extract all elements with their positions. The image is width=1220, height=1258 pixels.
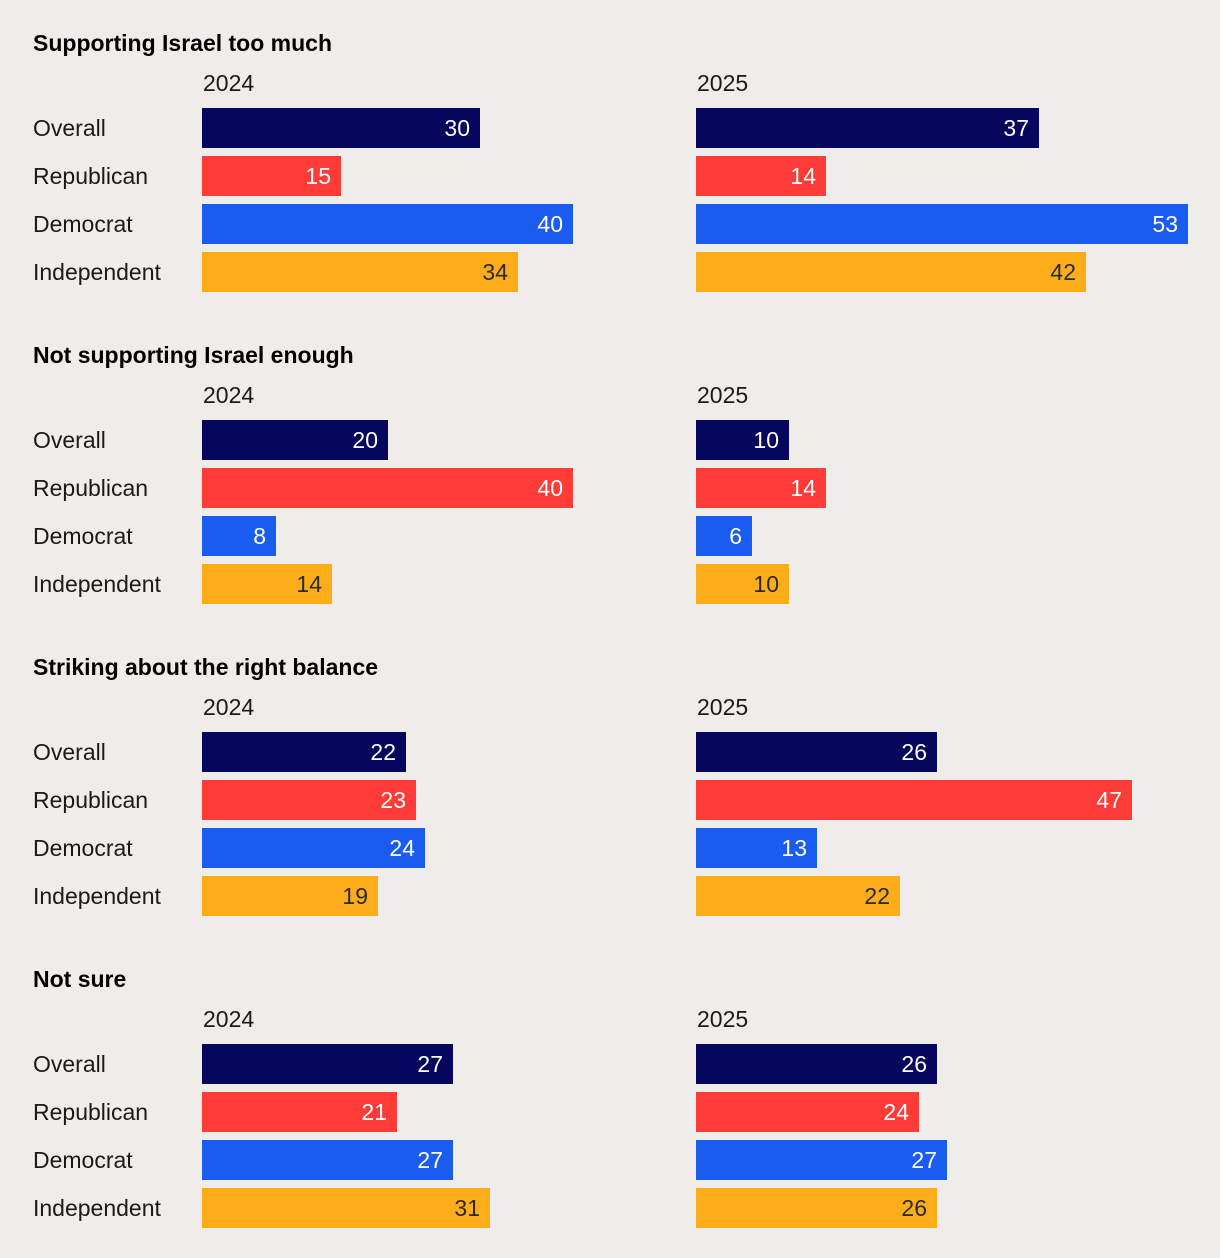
bar-value-label: 31	[454, 1195, 480, 1221]
bar-overall-2024: 22	[202, 732, 406, 772]
bar-independent-2025: 26	[696, 1188, 937, 1228]
bar-republican-2025: 14	[696, 156, 826, 196]
row-label-independent: Independent	[33, 259, 161, 285]
bar-value-label: 40	[537, 211, 563, 237]
row-label-overall: Overall	[33, 739, 106, 765]
bar-value-label: 53	[1152, 211, 1178, 237]
bar-value-label: 14	[296, 571, 322, 597]
bar-value-label: 14	[790, 475, 816, 501]
bar-independent-2025: 22	[696, 876, 900, 916]
bar-value-label: 23	[380, 787, 406, 813]
year-label-2024: 2024	[203, 1006, 255, 1032]
bar-independent-2024: 14	[202, 564, 332, 604]
panel-title: Striking about the right balance	[33, 654, 379, 680]
bar-value-label: 26	[901, 739, 927, 765]
row-label-independent: Independent	[33, 883, 161, 909]
row-label-overall: Overall	[33, 1051, 106, 1077]
bar-republican-2024: 21	[202, 1092, 397, 1132]
row-label-independent: Independent	[33, 1195, 161, 1221]
panel-title: Not supporting Israel enough	[33, 342, 354, 368]
bar-democrat-2025: 6	[696, 516, 752, 556]
bar-overall-2025: 10	[696, 420, 789, 460]
row-label-republican: Republican	[33, 163, 149, 189]
bar-independent-2025: 10	[696, 564, 789, 604]
panel-title: Not sure	[33, 966, 127, 992]
bar-value-label: 8	[253, 523, 266, 549]
row-label-independent: Independent	[33, 571, 161, 597]
bar-overall-2025: 26	[696, 732, 937, 772]
bar-value-label: 27	[911, 1147, 937, 1173]
bar-value-label: 14	[790, 163, 816, 189]
bar-overall-2025: 37	[696, 108, 1039, 148]
bar-republican-2024: 23	[202, 780, 416, 820]
row-label-democrat: Democrat	[33, 1147, 133, 1173]
bar-value-label: 19	[342, 883, 368, 909]
row-label-democrat: Democrat	[33, 835, 133, 861]
bar-democrat-2024: 40	[202, 204, 573, 244]
bar-value-label: 24	[883, 1099, 909, 1125]
bar-value-label: 21	[361, 1099, 387, 1125]
bar-value-label: 10	[753, 571, 779, 597]
bar-value-label: 6	[729, 523, 742, 549]
bar-value-label: 42	[1050, 259, 1076, 285]
bar-overall-2024: 20	[202, 420, 388, 460]
bar-value-label: 22	[864, 883, 890, 909]
bar-democrat-2024: 24	[202, 828, 425, 868]
bar-independent-2025: 42	[696, 252, 1086, 292]
year-label-2024: 2024	[203, 70, 255, 96]
bar-value-label: 22	[370, 739, 396, 765]
row-label-overall: Overall	[33, 427, 106, 453]
bar-republican-2025: 14	[696, 468, 826, 508]
row-label-republican: Republican	[33, 475, 149, 501]
year-label-2024: 2024	[203, 694, 255, 720]
bar-republican-2025: 47	[696, 780, 1132, 820]
row-label-republican: Republican	[33, 787, 149, 813]
bar-value-label: 30	[444, 115, 470, 141]
bar-independent-2024: 31	[202, 1188, 490, 1228]
bar-democrat-2024: 27	[202, 1140, 453, 1180]
bar-independent-2024: 19	[202, 876, 378, 916]
bar-independent-2024: 34	[202, 252, 518, 292]
year-label-2025: 2025	[697, 694, 749, 720]
bar-democrat-2025: 13	[696, 828, 817, 868]
bar-republican-2025: 24	[696, 1092, 919, 1132]
bar-value-label: 15	[305, 163, 331, 189]
year-label-2025: 2025	[697, 70, 749, 96]
year-label-2025: 2025	[697, 382, 749, 408]
bar-value-label: 40	[537, 475, 563, 501]
bar-value-label: 34	[482, 259, 508, 285]
bar-value-label: 27	[417, 1147, 443, 1173]
bar-value-label: 27	[417, 1051, 443, 1077]
bar-overall-2024: 27	[202, 1044, 453, 1084]
row-label-democrat: Democrat	[33, 211, 133, 237]
bar-value-label: 10	[753, 427, 779, 453]
bar-democrat-2024: 8	[202, 516, 276, 556]
bar-republican-2024: 15	[202, 156, 341, 196]
bar-overall-2025: 26	[696, 1044, 937, 1084]
bar-value-label: 13	[781, 835, 807, 861]
bar-value-label: 26	[901, 1195, 927, 1221]
row-label-democrat: Democrat	[33, 523, 133, 549]
panel-title: Supporting Israel too much	[33, 30, 333, 56]
bar-republican-2024: 40	[202, 468, 573, 508]
year-label-2025: 2025	[697, 1006, 749, 1032]
bar-value-label: 26	[901, 1051, 927, 1077]
bar-value-label: 37	[1003, 115, 1029, 141]
row-label-overall: Overall	[33, 115, 106, 141]
bar-democrat-2025: 53	[696, 204, 1188, 244]
bar-value-label: 47	[1096, 787, 1122, 813]
bar-value-label: 20	[352, 427, 378, 453]
bar-democrat-2025: 27	[696, 1140, 947, 1180]
bar-value-label: 24	[389, 835, 415, 861]
year-label-2024: 2024	[203, 382, 255, 408]
bar-overall-2024: 30	[202, 108, 480, 148]
row-label-republican: Republican	[33, 1099, 149, 1125]
